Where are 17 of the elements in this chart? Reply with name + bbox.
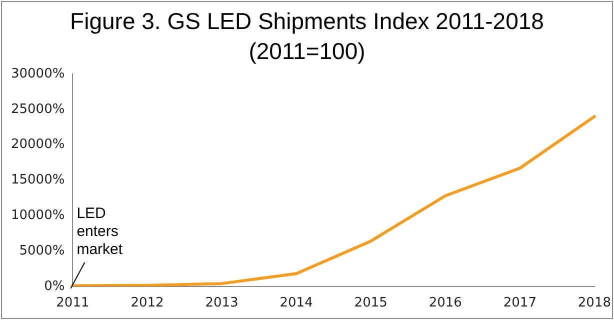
x-tick-label: 2012: [130, 296, 164, 311]
x-tick-label: 2016: [428, 296, 462, 311]
y-tick-label: 10000%: [10, 208, 65, 223]
y-tick-label: 0%: [44, 278, 65, 294]
y-tick-label: 20000%: [10, 137, 65, 152]
x-tick-label: 2017: [503, 296, 536, 311]
x-tick-label: 2013: [205, 296, 238, 311]
y-tick-label: 25000%: [10, 102, 65, 117]
x-tick-label: 2015: [354, 296, 388, 311]
chart-title: Figure 3. GS LED Shipments Index 2011-2018 (2011=100): [69, 7, 545, 66]
annotation: LED enters market: [76, 205, 124, 258]
x-tick-label: 2014: [280, 296, 313, 311]
x-tick-label: 2011: [56, 296, 90, 311]
y-tick-label: 5000%: [19, 243, 65, 258]
y-tick-label: 15000%: [10, 172, 65, 188]
y-tick-label: 30000%: [10, 66, 65, 82]
x-tick-label: 2018: [578, 296, 612, 311]
